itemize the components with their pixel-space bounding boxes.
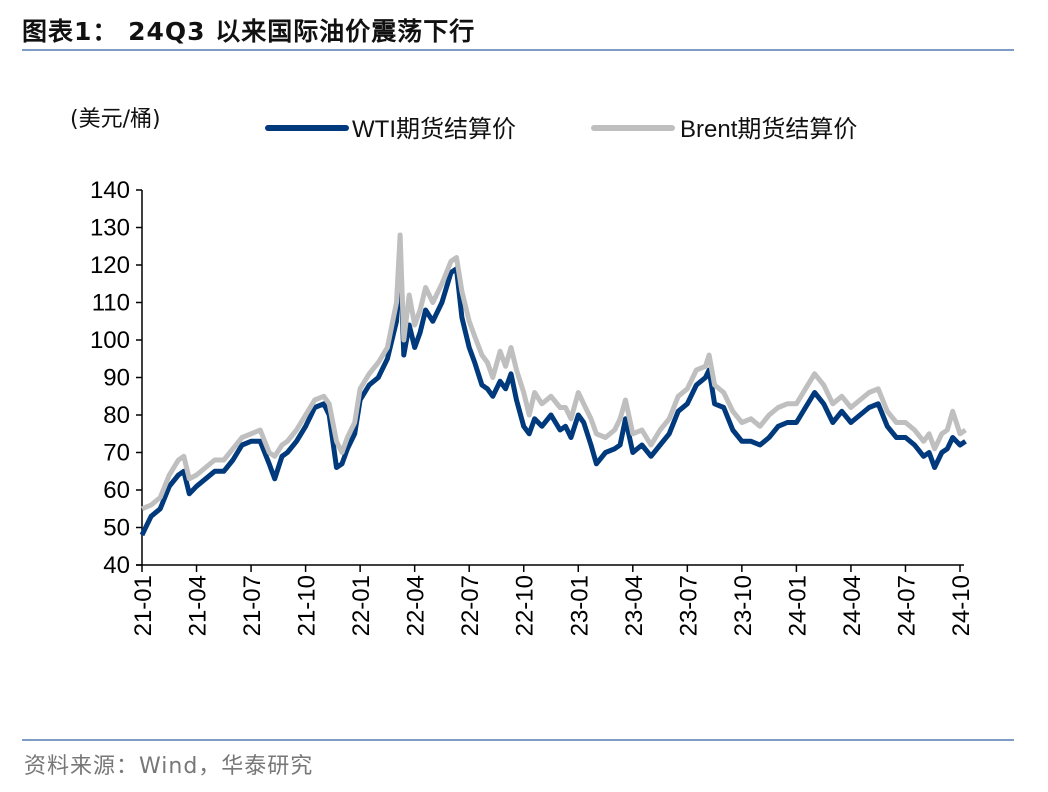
legend-label-0: WTI期货结算价 (352, 116, 516, 143)
legend-label-1: Brent期货结算价 (680, 116, 857, 143)
title-divider (22, 49, 1014, 51)
x-tick-label: 22-04 (403, 575, 430, 636)
x-tick-label: 22-10 (512, 575, 539, 636)
y-tick-label: 40 (103, 552, 130, 579)
y-axis-unit-label: (美元/桶) (70, 107, 161, 132)
y-tick-label: 100 (90, 327, 130, 354)
y-tick-label: 60 (103, 477, 130, 504)
series-line-wti (139, 251, 967, 537)
x-tick-label: 23-10 (730, 575, 757, 636)
x-tick-label: 24-01 (784, 575, 811, 636)
y-tick-label: 50 (103, 515, 130, 542)
x-tick-label: 23-01 (566, 575, 593, 636)
x-tick-label: 23-04 (621, 575, 648, 636)
x-tick-label: 21-10 (294, 575, 321, 636)
chart-title: 图表1： 24Q3 以来国际油价震荡下行 (22, 17, 476, 46)
x-tick-label: 24-07 (893, 575, 920, 636)
x-tick-label: 23-07 (675, 575, 702, 636)
series-line-brent (141, 232, 967, 512)
source-note: 资料来源：Wind，华泰研究 (24, 754, 314, 779)
x-tick-label: 21-04 (185, 575, 212, 636)
x-tick-label: 22-07 (457, 575, 484, 636)
x-tick-label: 21-01 (130, 575, 157, 636)
x-tick-label: 24-04 (839, 575, 866, 636)
y-tick-label: 80 (103, 402, 130, 429)
y-tick-label: 70 (103, 440, 130, 467)
y-tick-label: 90 (103, 365, 130, 392)
x-tick-label: 24-10 (948, 575, 975, 636)
y-tick-label: 120 (90, 252, 130, 279)
y-tick-label: 110 (92, 290, 130, 317)
y-tick-label: 140 (90, 177, 130, 204)
y-tick-label: 130 (90, 215, 130, 242)
x-tick-label: 22-01 (348, 575, 375, 636)
footer-divider (22, 739, 1014, 741)
x-tick-label: 21-07 (239, 575, 266, 636)
